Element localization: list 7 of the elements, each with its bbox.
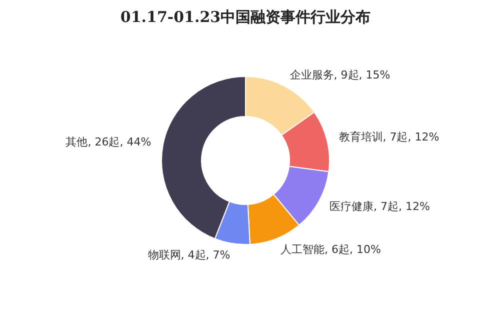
chart-title: 01.17-01.23中国融资事件行业分布 bbox=[120, 8, 371, 26]
slice-label: 教育培训, 7起, 12% bbox=[338, 130, 440, 144]
slice-label: 医疗健康, 7起, 12% bbox=[329, 200, 430, 214]
slice-label: 物联网, 4起, 7% bbox=[148, 248, 230, 262]
slice-label: 其他, 26起, 44% bbox=[66, 136, 152, 149]
slice-label: 企业服务, 9起, 15% bbox=[290, 68, 390, 82]
slice-label: 人工智能, 6起, 10% bbox=[280, 242, 381, 256]
